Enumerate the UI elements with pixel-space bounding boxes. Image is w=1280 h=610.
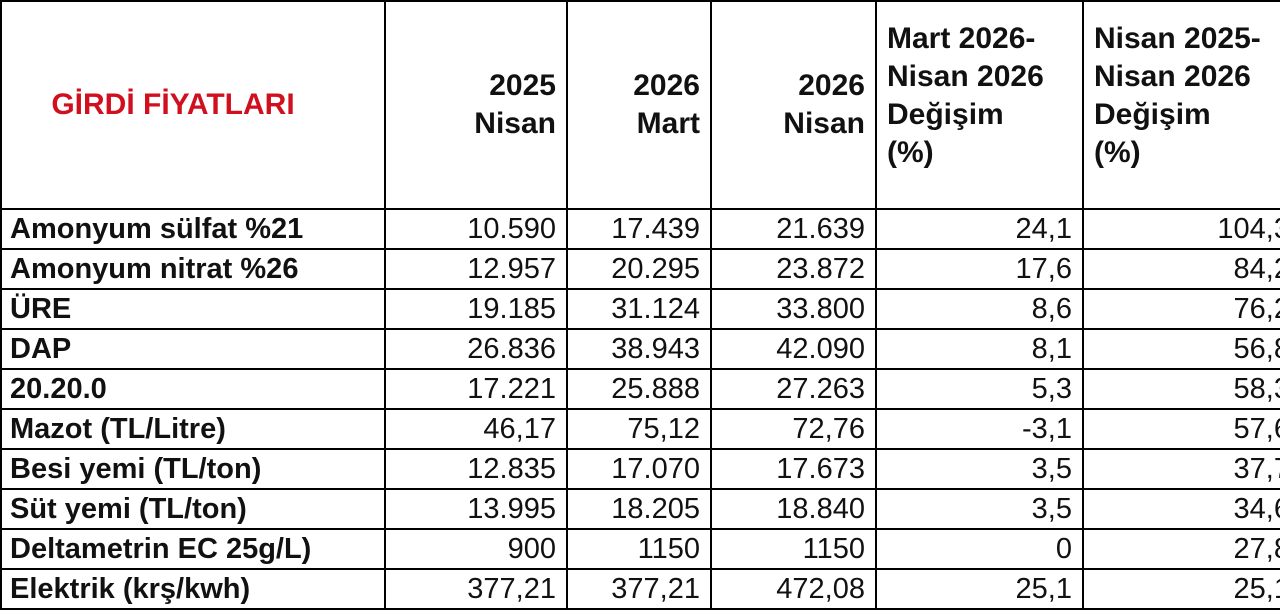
- table-cell: 18.205: [566, 488, 712, 530]
- table-cell: 19.185: [384, 288, 568, 330]
- table-cell: 20.295: [566, 248, 712, 290]
- table-cell: 57,6: [1082, 408, 1280, 450]
- table-row: Amonyum nitrat %26 12.957 20.295 23.872 17,6…: [0, 248, 1280, 290]
- table-row: Besi yemi (TL/ton) 12.835 17.070 17.673 3,5 3…: [0, 448, 1280, 490]
- row-label: Amonyum sülfat %21: [0, 208, 386, 250]
- table-cell: 12.957: [384, 248, 568, 290]
- column-header-line: Nisan: [783, 107, 865, 140]
- header-row: GİRDİ FİYATLARI 2025 Nisan 2026 Mart 2026 N…: [0, 0, 1280, 210]
- table-cell: 377,21: [566, 568, 712, 610]
- column-header: 2026 Nisan: [710, 0, 877, 210]
- row-label: Süt yemi (TL/ton): [0, 488, 386, 530]
- table-cell: 72,76: [710, 408, 877, 450]
- table-cell: 25,1: [875, 568, 1084, 610]
- table-cell: 17.439: [566, 208, 712, 250]
- table-cell: 25.888: [566, 368, 712, 410]
- table-cell: 1150: [710, 528, 877, 570]
- table-body: Amonyum sülfat %21 10.590 17.439 21.639 24,1…: [0, 208, 1280, 610]
- column-header-line: Nisan 2026: [887, 60, 1044, 93]
- table-cell: 17,6: [875, 248, 1084, 290]
- table-cell: 76,2: [1082, 288, 1280, 330]
- table-cell: 33.800: [710, 288, 877, 330]
- table-cell: 58,3: [1082, 368, 1280, 410]
- table-cell: 24,1: [875, 208, 1084, 250]
- column-header-line: Nisan 2026: [1094, 60, 1251, 93]
- table-cell: 17.673: [710, 448, 877, 490]
- table-cell: 900: [384, 528, 568, 570]
- table-cell: 472,08: [710, 568, 877, 610]
- table-cell: 21.639: [710, 208, 877, 250]
- table-cell: 17.070: [566, 448, 712, 490]
- row-label: ÜRE: [0, 288, 386, 330]
- table-cell: 31.124: [566, 288, 712, 330]
- table-cell: 56,8: [1082, 328, 1280, 370]
- table-cell: 8,1: [875, 328, 1084, 370]
- table-cell: 5,3: [875, 368, 1084, 410]
- table-cell: -3,1: [875, 408, 1084, 450]
- row-label: Amonyum nitrat %26: [0, 248, 386, 290]
- table-header: GİRDİ FİYATLARI 2025 Nisan 2026 Mart 2026 N…: [0, 0, 1280, 210]
- row-label: 20.20.0: [0, 368, 386, 410]
- table-cell: 104,3: [1082, 208, 1280, 250]
- table-cell: 23.872: [710, 248, 877, 290]
- table-cell: 46,17: [384, 408, 568, 450]
- table-cell: 0: [875, 528, 1084, 570]
- column-header-line: (%): [887, 136, 934, 169]
- table-cell: 42.090: [710, 328, 877, 370]
- table-cell: 13.995: [384, 488, 568, 530]
- table-cell: 377,21: [384, 568, 568, 610]
- table-title: GİRDİ FİYATLARI: [0, 0, 386, 210]
- table-row: Amonyum sülfat %21 10.590 17.439 21.639 24,1…: [0, 208, 1280, 250]
- table-cell: 34,6: [1082, 488, 1280, 530]
- table-cell: 26.836: [384, 328, 568, 370]
- row-label: DAP: [0, 328, 386, 370]
- column-header-line: Değişim: [887, 98, 1004, 131]
- table-cell: 27.263: [710, 368, 877, 410]
- table-cell: 10.590: [384, 208, 568, 250]
- table-cell: 1150: [566, 528, 712, 570]
- row-label: Mazot (TL/Litre): [0, 408, 386, 450]
- column-header-line: (%): [1094, 136, 1141, 169]
- table-cell: 25,1: [1082, 568, 1280, 610]
- column-header: Mart 2026- Nisan 2026 Değişim (%): [875, 0, 1084, 210]
- table-cell: 12.835: [384, 448, 568, 490]
- table-cell: 27,8: [1082, 528, 1280, 570]
- column-header: Nisan 2025- Nisan 2026 Değişim (%): [1082, 0, 1280, 210]
- column-header-line: Mart 2026-: [887, 22, 1036, 55]
- column-header-line: Mart: [636, 107, 700, 140]
- column-header: 2025 Nisan: [384, 0, 568, 210]
- row-label: Deltametrin EC 25g/L): [0, 528, 386, 570]
- column-header-line: Nisan 2025-: [1094, 22, 1261, 55]
- table-cell: 84,2: [1082, 248, 1280, 290]
- column-header-line: 2026: [798, 69, 865, 102]
- column-header-line: Değişim: [1094, 98, 1211, 131]
- table-cell: 8,6: [875, 288, 1084, 330]
- column-header-line: Nisan: [474, 107, 556, 140]
- table-row: Elektrik (krş/kwh) 377,21 377,21 472,08 25,1…: [0, 568, 1280, 610]
- table-cell: 75,12: [566, 408, 712, 450]
- row-label: Elektrik (krş/kwh): [0, 568, 386, 610]
- table-cell: 3,5: [875, 448, 1084, 490]
- row-label: Besi yemi (TL/ton): [0, 448, 386, 490]
- table-cell: 18.840: [710, 488, 877, 530]
- table-cell: 37,7: [1082, 448, 1280, 490]
- table-cell: 3,5: [875, 488, 1084, 530]
- column-header-line: 2026: [633, 69, 700, 102]
- table-cell: 17.221: [384, 368, 568, 410]
- column-header-line: 2025: [489, 69, 556, 102]
- table-row: Süt yemi (TL/ton) 13.995 18.205 18.840 3,5 34…: [0, 488, 1280, 530]
- table-cell: 38.943: [566, 328, 712, 370]
- column-header: 2026 Mart: [566, 0, 712, 210]
